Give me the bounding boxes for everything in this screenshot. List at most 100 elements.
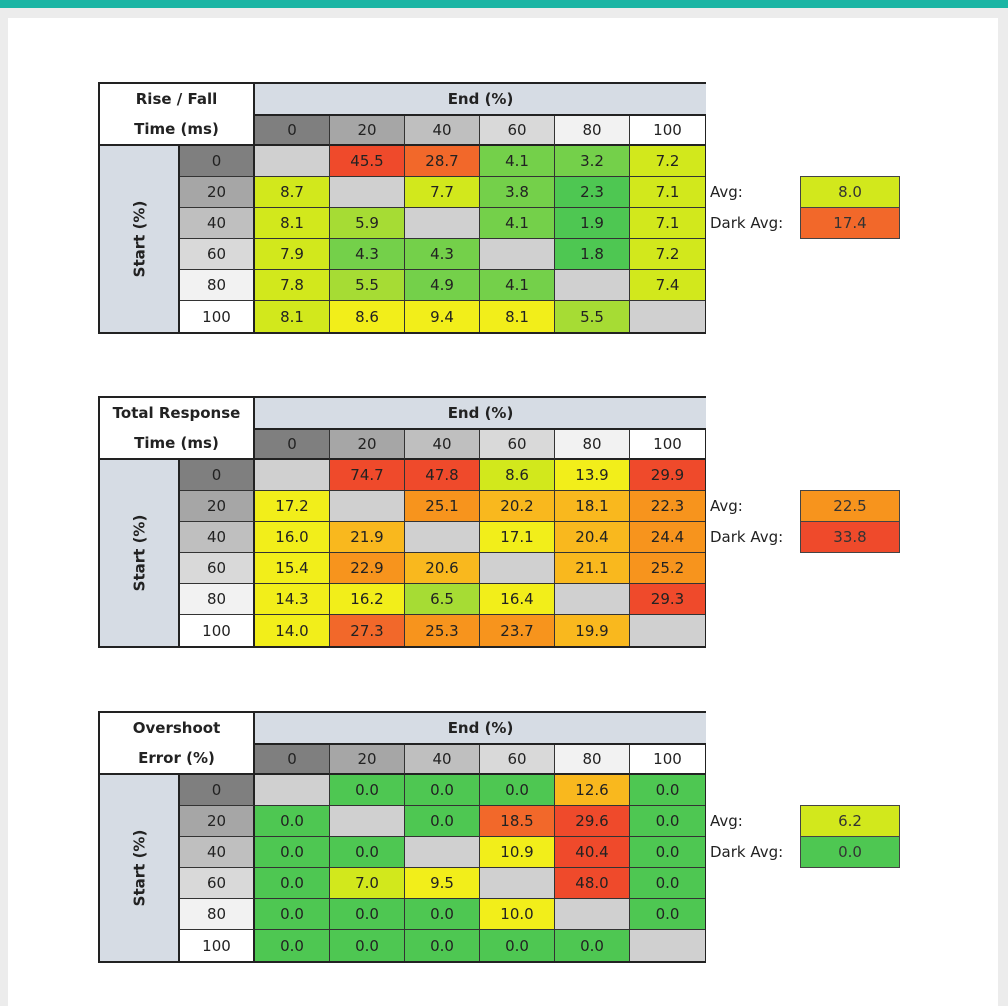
table-cell: 8.1 bbox=[255, 208, 330, 239]
table-cell: 47.8 bbox=[405, 460, 480, 491]
row-axis-label: Start (%) bbox=[100, 460, 180, 646]
column-header: 0 bbox=[255, 116, 330, 146]
table-cell: 24.4 bbox=[630, 522, 705, 553]
column-header: 40 bbox=[405, 745, 480, 775]
table-cell: 7.7 bbox=[405, 177, 480, 208]
table-cell: 0.0 bbox=[255, 930, 330, 961]
table-cell: 0.0 bbox=[480, 775, 555, 806]
table-cell: 0.0 bbox=[630, 868, 705, 899]
dark-avg-label: Dark Avg: bbox=[710, 528, 784, 546]
table-cell: 0.0 bbox=[330, 899, 405, 930]
table-cell bbox=[330, 177, 405, 208]
row-header: 40 bbox=[180, 208, 255, 239]
row-header: 80 bbox=[180, 899, 255, 930]
table-cell: 10.0 bbox=[480, 899, 555, 930]
table-cell bbox=[405, 208, 480, 239]
table-cell bbox=[555, 270, 630, 301]
table-cell bbox=[255, 775, 330, 806]
avg-value: 22.5 bbox=[800, 490, 900, 522]
row-axis-text: Start (%) bbox=[129, 200, 148, 278]
table-cell: 17.2 bbox=[255, 491, 330, 522]
table-title-line1: Rise / Fall bbox=[135, 90, 218, 108]
table-cell: 29.9 bbox=[630, 460, 705, 491]
avg-value: 6.2 bbox=[800, 805, 900, 837]
table-cell: 5.5 bbox=[555, 301, 630, 332]
column-header: 60 bbox=[480, 116, 555, 146]
table-cell: 0.0 bbox=[255, 899, 330, 930]
table-cell: 7.1 bbox=[630, 177, 705, 208]
table-cell bbox=[555, 584, 630, 615]
table-cell: 0.0 bbox=[405, 899, 480, 930]
table-title-line2: Error (%) bbox=[138, 749, 215, 767]
table-cell: 16.4 bbox=[480, 584, 555, 615]
table-cell bbox=[480, 239, 555, 270]
table-cell: 0.0 bbox=[330, 775, 405, 806]
table-title: Overshoot Error (%) bbox=[100, 713, 255, 775]
table-cell: 0.0 bbox=[255, 837, 330, 868]
table-cell: 3.2 bbox=[555, 146, 630, 177]
table-cell: 7.2 bbox=[630, 239, 705, 270]
table-cell: 4.1 bbox=[480, 146, 555, 177]
table-cell: 1.9 bbox=[555, 208, 630, 239]
row-header: 0 bbox=[180, 775, 255, 806]
table-cell: 4.3 bbox=[330, 239, 405, 270]
table-cell: 8.1 bbox=[480, 301, 555, 332]
column-header: 80 bbox=[555, 116, 630, 146]
table-cell: 0.0 bbox=[405, 930, 480, 961]
row-axis-text: Start (%) bbox=[129, 829, 148, 907]
column-header: 100 bbox=[630, 116, 705, 146]
table-cell: 45.5 bbox=[330, 146, 405, 177]
row-header: 60 bbox=[180, 553, 255, 584]
table-cell: 0.0 bbox=[630, 775, 705, 806]
table-cell: 0.0 bbox=[330, 837, 405, 868]
table-title-line1: Overshoot bbox=[132, 719, 221, 737]
table-cell: 0.0 bbox=[555, 930, 630, 961]
table-cell: 19.9 bbox=[555, 615, 630, 646]
column-header: 20 bbox=[330, 116, 405, 146]
table-cell bbox=[255, 460, 330, 491]
table-cell: 8.7 bbox=[255, 177, 330, 208]
table-cell: 16.0 bbox=[255, 522, 330, 553]
column-header: 20 bbox=[330, 745, 405, 775]
table-cell: 0.0 bbox=[630, 806, 705, 837]
column-header: 40 bbox=[405, 430, 480, 460]
table-cell: 8.6 bbox=[480, 460, 555, 491]
table-cell bbox=[405, 837, 480, 868]
table-cell: 74.7 bbox=[330, 460, 405, 491]
column-header: 40 bbox=[405, 116, 480, 146]
table-cell: 23.7 bbox=[480, 615, 555, 646]
table-title: Total Response Time (ms) bbox=[100, 398, 255, 460]
table-cell: 12.6 bbox=[555, 775, 630, 806]
table-cell: 4.1 bbox=[480, 208, 555, 239]
column-header: 100 bbox=[630, 745, 705, 775]
table-cell: 7.8 bbox=[255, 270, 330, 301]
table-cell bbox=[555, 899, 630, 930]
table-cell: 14.0 bbox=[255, 615, 330, 646]
column-header: 0 bbox=[255, 430, 330, 460]
table-title-line1: Total Response bbox=[112, 404, 241, 422]
table-title: Rise / Fall Time (ms) bbox=[100, 84, 255, 146]
table-cell: 7.0 bbox=[330, 868, 405, 899]
row-header: 40 bbox=[180, 522, 255, 553]
row-header: 40 bbox=[180, 837, 255, 868]
table-cell bbox=[330, 806, 405, 837]
column-axis-label: End (%) bbox=[255, 84, 706, 116]
row-axis-label: Start (%) bbox=[100, 146, 180, 332]
table-cell: 9.4 bbox=[405, 301, 480, 332]
dark-avg-label: Dark Avg: bbox=[710, 214, 784, 232]
column-header: 80 bbox=[555, 745, 630, 775]
table-cell bbox=[630, 615, 705, 646]
table-cell: 21.1 bbox=[555, 553, 630, 584]
table-cell: 25.1 bbox=[405, 491, 480, 522]
table-cell: 4.1 bbox=[480, 270, 555, 301]
column-axis-label: End (%) bbox=[255, 398, 706, 430]
table-cell: 20.6 bbox=[405, 553, 480, 584]
dark-avg-label: Dark Avg: bbox=[710, 843, 784, 861]
row-header: 20 bbox=[180, 806, 255, 837]
avg-label: Avg: bbox=[710, 812, 743, 830]
column-axis-label: End (%) bbox=[255, 713, 706, 745]
table-cell: 13.9 bbox=[555, 460, 630, 491]
dark-avg-value: 17.4 bbox=[800, 207, 900, 239]
row-header: 60 bbox=[180, 868, 255, 899]
table-cell: 17.1 bbox=[480, 522, 555, 553]
